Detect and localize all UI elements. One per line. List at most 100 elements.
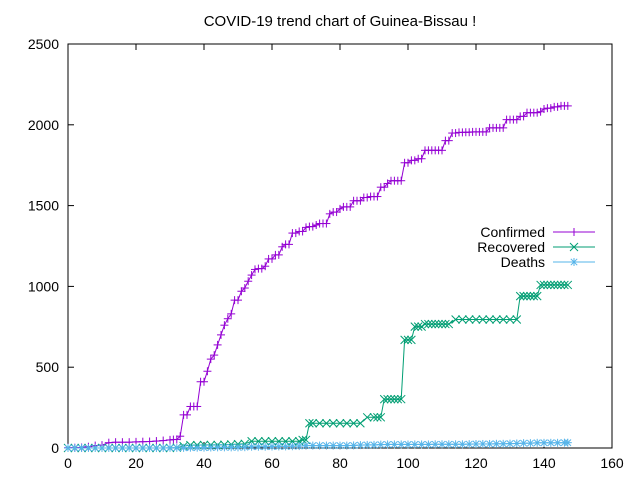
data-point-recovered <box>396 394 406 404</box>
data-point-deaths <box>410 440 419 449</box>
data-point-recovered <box>529 291 539 301</box>
data-point-recovered <box>563 280 573 290</box>
data-point-deaths <box>492 439 501 448</box>
data-point-deaths <box>220 443 229 452</box>
data-point-confirmed <box>356 196 365 205</box>
data-point-recovered <box>478 315 488 324</box>
legend-marker-deaths <box>570 258 578 266</box>
x-tick-label: 120 <box>464 455 488 471</box>
data-point-deaths <box>308 441 317 450</box>
x-tick-label: 0 <box>64 455 72 471</box>
data-point-deaths <box>213 443 222 452</box>
x-tick-label: 20 <box>128 455 144 471</box>
data-point-confirmed <box>274 250 283 259</box>
data-point-recovered <box>430 319 440 329</box>
y-tick-label: 2000 <box>28 117 59 133</box>
y-axis: 0 500 1000 1500 2000 2500 <box>28 36 612 456</box>
data-point-deaths <box>431 440 440 449</box>
data-point-recovered <box>485 315 494 324</box>
series-line-confirmed <box>68 105 568 449</box>
x-tick-label: 40 <box>196 455 212 471</box>
data-point-deaths <box>234 443 242 452</box>
data-point-confirmed <box>159 436 168 445</box>
data-point-recovered <box>492 315 501 324</box>
data-point-recovered <box>543 280 552 290</box>
x-tick-label: 100 <box>396 455 420 471</box>
data-point-deaths <box>546 438 555 447</box>
data-point-deaths <box>444 440 453 449</box>
data-point-recovered <box>386 394 396 404</box>
data-point-recovered <box>505 315 515 324</box>
data-point-recovered <box>369 412 379 422</box>
data-point-recovered <box>441 319 450 329</box>
data-point-recovered <box>539 280 549 290</box>
data-point-confirmed <box>346 202 355 211</box>
data-point-confirmed <box>444 136 453 145</box>
data-point-recovered <box>373 412 382 422</box>
data-point-deaths <box>349 441 358 450</box>
data-point-recovered <box>400 335 409 345</box>
data-point-recovered <box>434 319 443 329</box>
data-point-confirmed <box>223 314 232 323</box>
data-point-recovered <box>298 435 307 445</box>
legend-label-deaths: Deaths <box>501 254 545 270</box>
series-deaths <box>64 438 572 452</box>
data-point-confirmed <box>268 254 276 263</box>
data-point-confirmed <box>512 115 521 124</box>
data-point-recovered <box>553 280 562 290</box>
data-point-confirmed <box>220 321 229 330</box>
data-point-confirmed <box>291 229 300 238</box>
data-point-confirmed <box>200 377 208 386</box>
data-point-recovered <box>308 418 318 428</box>
data-point-recovered <box>532 291 542 301</box>
data-point-recovered <box>451 315 460 324</box>
data-point-confirmed <box>213 340 222 349</box>
data-point-deaths <box>145 444 154 452</box>
data-point-confirmed <box>438 146 446 155</box>
data-point-confirmed <box>237 287 246 296</box>
y-tick-label: 2500 <box>28 36 59 52</box>
data-point-deaths <box>322 441 331 450</box>
data-point-deaths <box>172 443 181 452</box>
x-tick-label: 160 <box>600 455 624 471</box>
data-point-deaths <box>227 443 236 452</box>
data-point-recovered <box>403 335 413 345</box>
data-point-confirmed <box>451 129 460 138</box>
data-point-deaths <box>166 443 174 452</box>
data-point-deaths <box>315 441 324 450</box>
data-point-confirmed <box>540 104 548 113</box>
data-point-deaths <box>465 440 474 449</box>
data-point-deaths <box>397 440 406 449</box>
data-point-deaths <box>553 438 562 447</box>
legend-marker-recovered <box>569 242 579 252</box>
data-point-confirmed <box>244 277 253 286</box>
data-point-recovered <box>376 412 386 422</box>
data-point-recovered <box>515 291 525 301</box>
data-point-recovered <box>522 291 532 301</box>
data-point-deaths <box>98 444 106 452</box>
data-point-confirmed <box>261 262 270 271</box>
data-point-deaths <box>506 439 514 448</box>
data-point-deaths <box>424 440 433 449</box>
data-point-confirmed <box>380 183 389 192</box>
data-point-confirmed <box>251 265 259 274</box>
data-point-deaths <box>186 443 195 452</box>
data-point-recovered <box>444 319 454 329</box>
data-point-deaths <box>179 443 188 452</box>
data-point-deaths <box>383 440 392 449</box>
data-point-confirmed <box>417 154 426 163</box>
data-point-deaths <box>458 440 467 449</box>
data-point-confirmed <box>410 156 419 165</box>
data-point-deaths <box>336 441 344 450</box>
data-point-deaths <box>70 444 79 452</box>
data-point-confirmed <box>210 351 219 360</box>
data-point-recovered <box>458 315 467 324</box>
data-point-confirmed <box>227 309 236 318</box>
data-point-confirmed <box>298 227 307 236</box>
data-point-deaths <box>356 441 365 450</box>
data-point-recovered <box>305 418 314 428</box>
data-point-recovered <box>393 394 403 404</box>
data-point-deaths <box>193 443 202 452</box>
data-point-deaths <box>159 444 168 452</box>
